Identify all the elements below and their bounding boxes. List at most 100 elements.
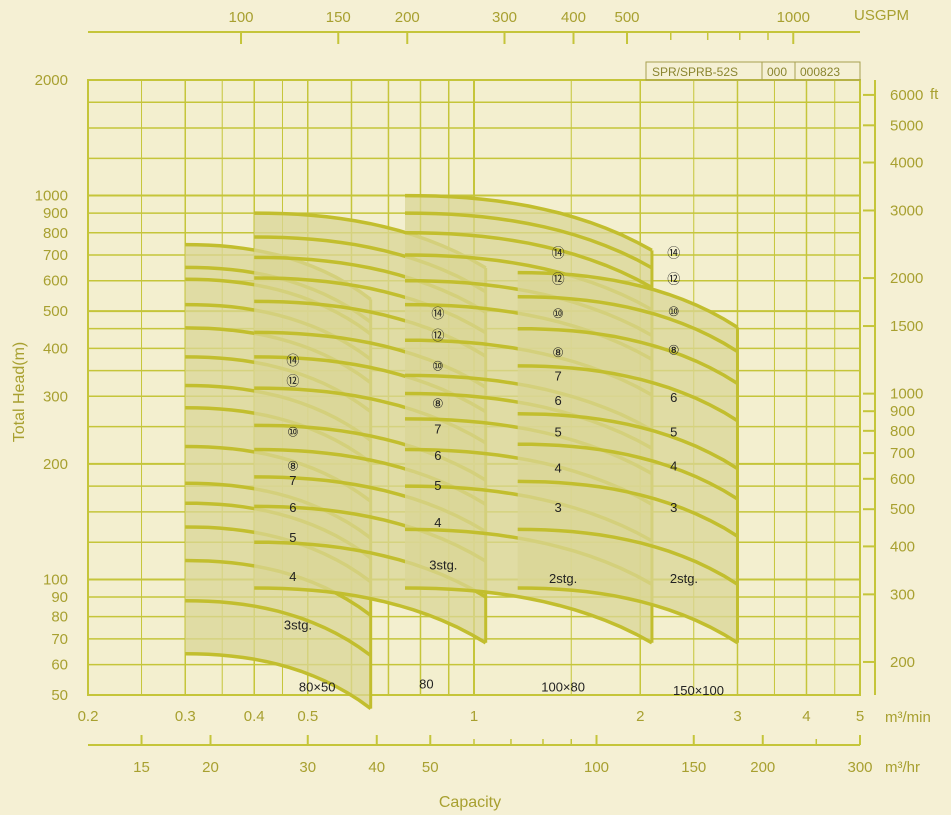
stage-label: 3stg. [429, 558, 457, 573]
stage-label: 4 [289, 569, 296, 584]
stage-curve [404, 211, 653, 270]
y-tick-label-m: 80 [51, 609, 68, 626]
bottom-axis-unit: m³/hr [885, 759, 920, 776]
y-tick-label-m: 400 [43, 340, 68, 357]
y-tick-label-m: 60 [51, 657, 68, 674]
x-tick-label-m3min: 1 [470, 708, 478, 725]
stage-label: 4 [670, 459, 677, 474]
stage-label: ⑫ [667, 272, 680, 287]
y-tick-label-m: 100 [43, 571, 68, 588]
stage-label: 6 [434, 448, 441, 463]
stage-label: ⑭ [431, 306, 444, 321]
y-tick-label-ft: 700 [890, 445, 915, 462]
top-axis-unit: USGPM [854, 7, 909, 24]
stage-label: ⑭ [552, 245, 565, 260]
stage-curve [517, 364, 739, 423]
x-tick-label-m3hr: 200 [750, 759, 775, 776]
y-tick-label-ft: 1500 [890, 318, 923, 335]
y-tick-label-m: 500 [43, 303, 68, 320]
y-tick-label-ft: 5000 [890, 117, 923, 134]
y-tick-label-ft: 400 [890, 538, 915, 555]
stage-curve [517, 479, 739, 538]
x-tick-label-usgpm: 1000 [777, 9, 810, 26]
stage-label: 5 [289, 530, 296, 545]
id-box-code-a: 000 [767, 65, 787, 79]
stage-label: ⑩ [432, 359, 444, 374]
x-tick-label-usgpm: 400 [561, 9, 586, 26]
model-label: 150×100 [673, 683, 724, 698]
y-tick-label-ft: 500 [890, 501, 915, 518]
stage-curve [517, 295, 739, 353]
y-tick-label-m: 900 [43, 205, 68, 222]
x-tick-label-m3min: 0.2 [78, 708, 99, 725]
stage-curve [517, 270, 739, 329]
x-tick-label-m3hr: 50 [422, 759, 439, 776]
stage-curve [517, 586, 739, 645]
stage-label: ⑭ [286, 353, 299, 368]
y-tick-label-ft: 800 [890, 423, 915, 440]
stage-label: ⑫ [286, 374, 299, 389]
y-tick-label-ft: 1000 [890, 386, 923, 403]
y-tick-label-m: 300 [43, 388, 68, 405]
stage-curve [404, 193, 653, 252]
x-tick-label-m3min: 2 [636, 708, 644, 725]
stage-label: 4 [434, 515, 441, 530]
x-tick-label-m3min: 0.3 [175, 708, 196, 725]
stage-label: 2stg. [670, 571, 698, 586]
stage-label: ⑧ [668, 343, 680, 358]
stage-label: 3 [670, 500, 677, 515]
stage-label: 7 [289, 473, 296, 488]
model-label: 80×50 [299, 680, 336, 695]
y-tick-label-m: 90 [51, 589, 68, 606]
model-region [517, 272, 738, 643]
stage-label: 2stg. [549, 571, 577, 586]
x-tick-label-m3hr: 20 [202, 759, 219, 776]
x-axis-label: Capacity [439, 794, 501, 811]
stage-label: 6 [670, 390, 677, 405]
stage-label: ⑭ [667, 245, 680, 260]
y-tick-label-ft: 300 [890, 586, 915, 603]
y-tick-label-m: 700 [43, 247, 68, 264]
stage-label: ⑧ [432, 396, 444, 411]
stage-label: ⑫ [552, 272, 565, 287]
stage-curve [404, 231, 653, 290]
y-tick-label-ft: 600 [890, 471, 915, 488]
x-tick-label-m3min: 3 [733, 708, 741, 725]
stage-curve [254, 586, 487, 645]
y-tick-label-m: 200 [43, 456, 68, 473]
chart-labels: 0.2 0.3 0.4 0.5 1 2 3 4 550607080901002003004005… [35, 9, 924, 776]
x-tick-label-usgpm: 500 [615, 9, 640, 26]
y-tick-label-m: 2000 [35, 72, 68, 89]
y-tick-label-ft: 200 [890, 654, 915, 671]
stage-label: 6 [554, 393, 561, 408]
stage-curve [517, 326, 739, 385]
y-tick-label-m: 1000 [35, 188, 68, 205]
main-axis-unit: m³/min [885, 709, 931, 726]
stage-curve [517, 412, 739, 471]
y-tick-label-m: 50 [51, 687, 68, 704]
x-tick-label-usgpm: 150 [326, 9, 351, 26]
x-tick-label-m3hr: 15 [133, 759, 150, 776]
stage-curve [185, 599, 372, 657]
y-tick-label-m: 800 [43, 225, 68, 242]
y-tick-label-ft: 4000 [890, 155, 923, 172]
x-tick-label-m3hr: 100 [584, 759, 609, 776]
y-tick-label-ft: 900 [890, 403, 915, 420]
stage-label: 3stg. [284, 618, 312, 633]
model-label: 80 [419, 676, 433, 691]
stage-label: ⑩ [668, 304, 680, 319]
x-tick-label-m3hr: 300 [847, 759, 872, 776]
stage-label: ⑫ [431, 328, 444, 343]
stage-label: 5 [670, 424, 677, 439]
y-tick-label-ft: 6000 [890, 87, 923, 104]
stage-curve [185, 652, 372, 711]
id-box-model: SPR/SPRB-52S [652, 65, 738, 79]
id-box: SPR/SPRB-52S 000 000823 [645, 61, 861, 81]
x-tick-label-usgpm: 300 [492, 9, 517, 26]
y-tick-label-ft: 3000 [890, 202, 923, 219]
pump-curves [185, 193, 739, 711]
x-tick-label-m3hr: 150 [681, 759, 706, 776]
y-tick-label-m: 70 [51, 631, 68, 648]
stage-label: 6 [289, 500, 296, 515]
y-tick-label-m: 600 [43, 273, 68, 290]
